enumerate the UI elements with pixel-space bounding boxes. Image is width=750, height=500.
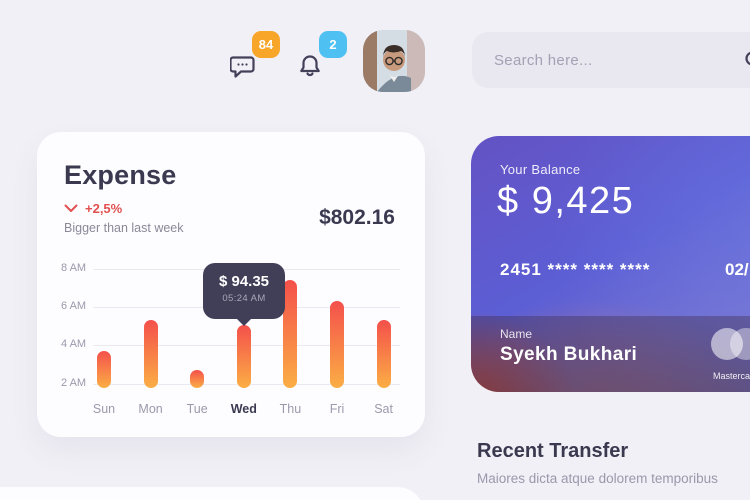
search-icon[interactable]: [744, 50, 750, 70]
x-axis-label-sun: Sun: [92, 402, 116, 416]
x-axis-label-sat: Sat: [374, 402, 393, 416]
x-axis-label-mon: Mon: [138, 402, 163, 416]
chart-bar-wed[interactable]: [236, 325, 251, 388]
tooltip-arrow: [236, 318, 252, 326]
chat-icon: [230, 56, 255, 78]
notifications-badge: 2: [319, 31, 347, 58]
recent-transfer-subtitle: Maiores dicta atque dolorem temporibus: [477, 471, 718, 486]
chevron-down-icon: [64, 204, 78, 212]
chart-bar-mon[interactable]: [143, 320, 158, 388]
chart-bar-sun[interactable]: [97, 351, 111, 388]
y-axis-tick-label: 8 AM: [61, 261, 87, 274]
balance-card[interactable]: Your Balance $ 9,425 2451 **** **** ****…: [471, 136, 750, 392]
recent-transfer-title: Recent Transfer: [477, 440, 629, 462]
x-axis-label-thu: Thu: [279, 402, 302, 416]
y-axis-tick-label: 6 AM: [61, 300, 87, 313]
chart-bar-sat[interactable]: [376, 319, 391, 388]
expense-trend-value: +2,5%: [85, 201, 123, 216]
x-axis-label-wed: Wed: [230, 402, 257, 416]
messages-badge: 84: [252, 31, 280, 58]
mastercard-icon: [711, 328, 750, 368]
balance-label: Your Balance: [500, 162, 581, 177]
y-axis-tick-label: 4 AM: [61, 338, 87, 351]
balance-amount: $ 9,425: [497, 180, 635, 222]
y-axis-tick-label: 2 AM: [61, 376, 87, 389]
x-axis-label-tue: Tue: [186, 402, 208, 416]
chart-bar-thu[interactable]: [283, 280, 298, 388]
chart-tooltip: $ 94.35 05:24 AM: [203, 263, 285, 326]
avatar[interactable]: [363, 30, 425, 92]
bell-icon: [300, 55, 320, 77]
chart-bar-tue[interactable]: [190, 370, 205, 388]
tooltip-time: 05:24 AM: [222, 293, 266, 304]
search-bar: [472, 32, 750, 88]
x-axis-label-fri: Fri: [329, 402, 345, 416]
chart-bar-fri[interactable]: [330, 301, 344, 388]
search-input[interactable]: [494, 32, 744, 88]
card-name-label: Name: [500, 327, 533, 341]
messages-button[interactable]: 84: [230, 31, 280, 79]
notifications-button[interactable]: 2: [297, 31, 347, 79]
mastercard-label: Mastercard: [713, 371, 750, 381]
card-holder-name: Syekh Bukhari: [500, 344, 638, 365]
card-expiry: 02/: [725, 260, 749, 279]
profile-photo: [363, 30, 425, 92]
expense-title: Expense: [64, 160, 177, 190]
card-number: 2451 **** **** ****: [500, 260, 651, 279]
tooltip-amount: $ 94.35: [218, 273, 270, 290]
partial-bottom-card: [0, 487, 425, 500]
expense-bar-chart: $ 94.35 05:24 AM 8 AM 6 AM 4 AM 2 AM Sun Mon T…: [37, 262, 425, 437]
expense-total: $802.16: [319, 206, 395, 229]
expense-trend-description: Bigger than last week: [64, 221, 184, 235]
card-name-strip: Name Syekh Bukhari Mastercard: [471, 316, 750, 392]
expense-trend: +2,5%: [64, 201, 122, 216]
expense-card: Expense +2,5% Bigger than last week $802…: [37, 132, 425, 437]
